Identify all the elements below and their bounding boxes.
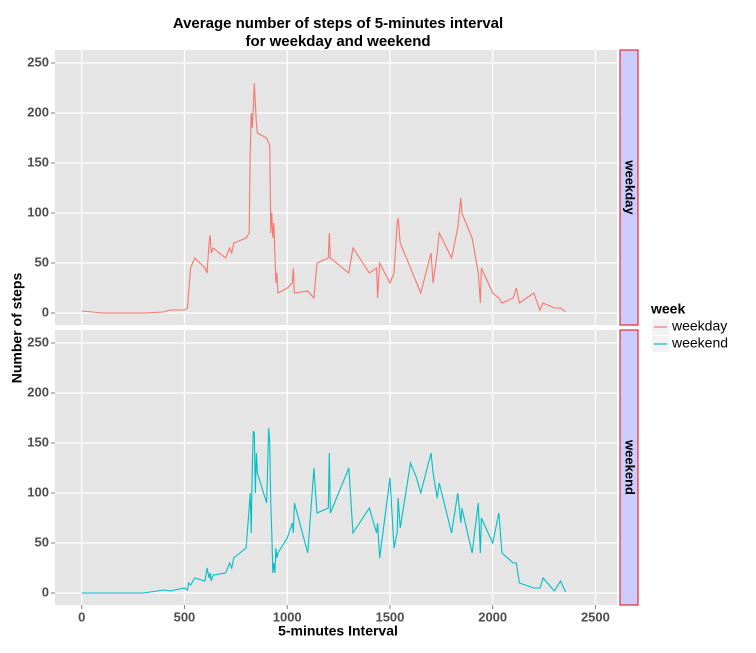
y-tick-label: 0 [42,584,49,599]
x-tick-label: 2000 [478,609,507,624]
y-tick-label: 50 [35,534,49,549]
chart-title: Average number of steps of 5-minutes int… [173,15,503,32]
chart-title: for weekday and weekend [245,33,430,50]
x-axis-label: 5-minutes Interval [278,623,398,639]
y-tick-label: 100 [27,484,49,499]
panel [55,50,617,325]
y-tick-label: 100 [27,204,49,219]
facet-label: weekday [623,159,638,215]
panel [55,330,617,605]
legend-label: weekend [671,335,728,351]
legend-label: weekday [671,318,727,334]
x-tick-label: 1000 [273,609,302,624]
line-series [81,82,566,314]
x-tick-label: 0 [78,609,85,624]
legend-title: week [650,301,685,317]
y-tick-label: 200 [27,384,49,399]
y-tick-label: 50 [35,254,49,269]
line-series [81,427,567,594]
y-tick-label: 200 [27,104,49,119]
y-tick-label: 0 [42,304,49,319]
y-tick-label: 150 [27,154,49,169]
y-tick-label: 250 [27,54,49,69]
facet-strip [619,329,639,606]
x-tick-label: 500 [174,609,196,624]
x-tick-label: 2500 [581,609,610,624]
y-tick-label: 150 [27,434,49,449]
y-tick-label: 250 [27,334,49,349]
facet-label: weekend [623,439,638,495]
facet-strip [619,49,639,326]
x-tick-label: 1500 [375,609,404,624]
y-axis-label: Number of steps [9,273,25,384]
